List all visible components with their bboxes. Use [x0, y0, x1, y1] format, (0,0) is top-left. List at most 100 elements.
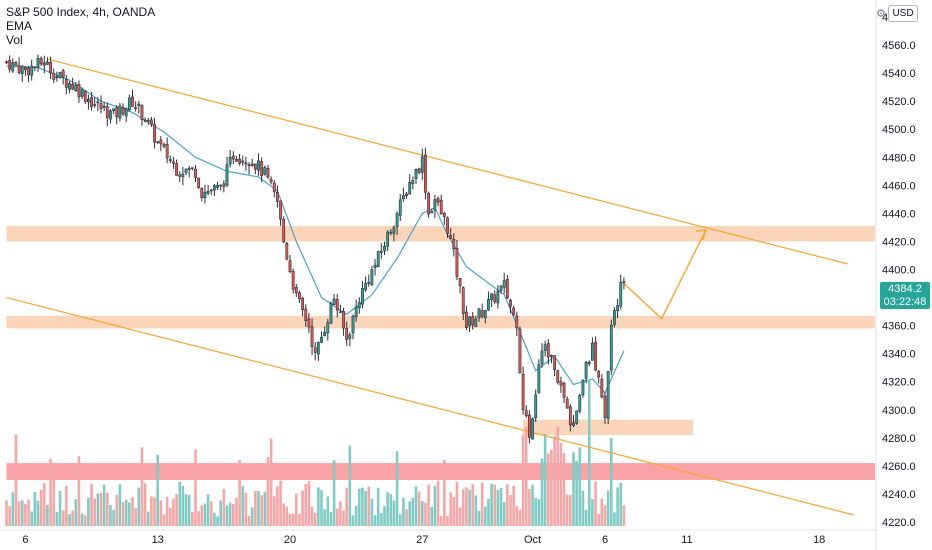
zone-support-4250-4262[interactable]	[6, 463, 876, 480]
candle[interactable]	[197, 177, 201, 189]
candle[interactable]	[96, 97, 100, 112]
candle[interactable]	[266, 164, 270, 180]
candle[interactable]	[225, 156, 229, 188]
ema-indicator-label[interactable]: EMA	[6, 19, 33, 33]
candle[interactable]	[332, 294, 336, 305]
candle[interactable]	[36, 54, 40, 72]
candle[interactable]	[546, 338, 550, 365]
candle[interactable]	[11, 58, 15, 73]
candle[interactable]	[527, 410, 531, 444]
candle[interactable]	[427, 191, 431, 218]
candle[interactable]	[61, 68, 65, 85]
candle[interactable]	[342, 307, 345, 336]
candle[interactable]	[534, 389, 538, 422]
candle[interactable]	[118, 102, 122, 122]
candle[interactable]	[250, 158, 254, 167]
zone-support-4358-4367[interactable]	[6, 315, 876, 329]
candle[interactable]	[298, 290, 301, 303]
candle[interactable]	[572, 415, 575, 428]
candle[interactable]	[162, 142, 166, 149]
candle[interactable]	[408, 174, 412, 195]
candle[interactable]	[52, 68, 56, 84]
candle[interactable]	[153, 117, 156, 149]
candle[interactable]	[348, 332, 352, 347]
candle[interactable]	[74, 82, 78, 92]
candle[interactable]	[351, 314, 355, 340]
candle[interactable]	[203, 184, 207, 204]
candle[interactable]	[316, 341, 320, 362]
scale-settings-icon[interactable]: ⚙	[876, 8, 886, 20]
candle[interactable]	[112, 108, 116, 115]
candle[interactable]	[90, 91, 93, 111]
candle[interactable]	[565, 396, 569, 409]
candle[interactable]	[521, 366, 525, 415]
candle[interactable]	[568, 404, 572, 432]
candle[interactable]	[288, 254, 292, 274]
candle[interactable]	[354, 299, 358, 322]
candle[interactable]	[439, 194, 443, 215]
trendline-lower-channel[interactable]	[6, 296, 854, 516]
candle[interactable]	[143, 117, 147, 123]
candle[interactable]	[99, 95, 103, 114]
candle[interactable]	[33, 66, 37, 72]
candle[interactable]	[622, 277, 626, 290]
candle[interactable]	[134, 101, 138, 112]
candle[interactable]	[323, 326, 327, 337]
candle[interactable]	[420, 148, 424, 180]
candle[interactable]	[405, 191, 408, 199]
candle[interactable]	[345, 321, 349, 346]
candle[interactable]	[301, 296, 305, 317]
candle[interactable]	[238, 153, 242, 166]
candle[interactable]	[17, 57, 21, 75]
candle[interactable]	[115, 105, 119, 125]
candle[interactable]	[80, 87, 84, 100]
candle[interactable]	[471, 312, 475, 330]
candle[interactable]	[146, 117, 150, 126]
candle[interactable]	[581, 379, 585, 398]
candle[interactable]	[127, 94, 131, 112]
candle[interactable]	[181, 167, 185, 186]
candle[interactable]	[590, 337, 594, 361]
candle[interactable]	[464, 305, 468, 330]
candle[interactable]	[213, 183, 216, 197]
candle[interactable]	[600, 374, 604, 399]
candle[interactable]	[282, 216, 286, 244]
candle[interactable]	[304, 304, 308, 327]
candle[interactable]	[263, 165, 267, 176]
candle[interactable]	[543, 340, 547, 357]
trendline-upper-channel[interactable]	[47, 58, 848, 265]
candle[interactable]	[575, 410, 579, 425]
candle[interactable]	[430, 208, 434, 214]
candle[interactable]	[172, 156, 175, 169]
candle[interactable]	[175, 159, 179, 176]
candle[interactable]	[509, 298, 512, 314]
candle[interactable]	[493, 290, 497, 305]
candle[interactable]	[244, 156, 248, 171]
candle[interactable]	[537, 359, 541, 394]
candle[interactable]	[424, 147, 427, 200]
candle[interactable]	[307, 312, 311, 334]
candle[interactable]	[257, 153, 260, 176]
candle[interactable]	[5, 60, 8, 65]
candle[interactable]	[518, 326, 522, 374]
candle[interactable]	[285, 242, 289, 261]
candle[interactable]	[540, 343, 544, 368]
candle[interactable]	[87, 94, 90, 110]
candle[interactable]	[458, 278, 462, 294]
candle[interactable]	[55, 71, 59, 82]
candle[interactable]	[556, 369, 560, 385]
candle[interactable]	[436, 196, 440, 207]
candle[interactable]	[452, 233, 456, 257]
candle[interactable]	[124, 107, 128, 123]
candle[interactable]	[30, 59, 34, 81]
candle[interactable]	[524, 405, 528, 418]
candle[interactable]	[553, 355, 557, 377]
candle[interactable]	[414, 168, 418, 184]
candle[interactable]	[619, 274, 623, 310]
candle[interactable]	[231, 151, 235, 165]
candle[interactable]	[109, 109, 112, 124]
candle[interactable]	[247, 162, 251, 175]
candle[interactable]	[77, 80, 81, 104]
candle[interactable]	[140, 104, 144, 126]
candle[interactable]	[483, 309, 487, 324]
